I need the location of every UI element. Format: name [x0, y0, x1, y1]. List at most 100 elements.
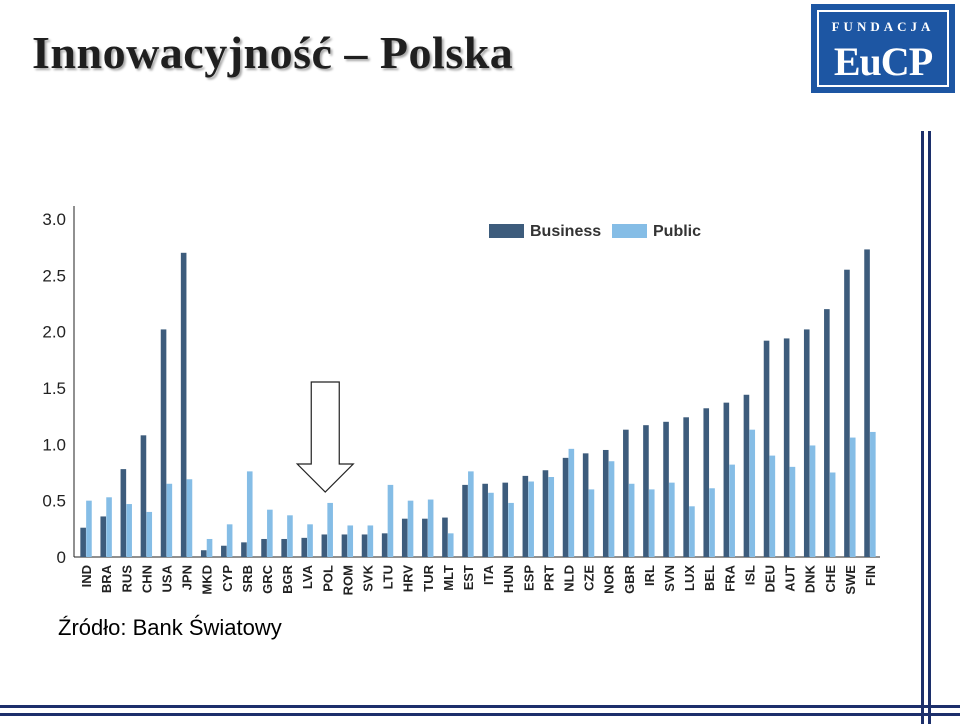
bar-business-rus	[120, 469, 127, 557]
x-tick-label: GRC	[260, 564, 275, 594]
x-tick-label: AUT	[783, 565, 798, 592]
x-tick-labels: IND BRA RUS CHN USA JPN MKD CYP SRB GRC BGR LVA POL R…	[79, 564, 878, 595]
bar-public-irl	[648, 489, 655, 557]
bar-public-ltu	[387, 484, 394, 557]
bar-public-lux	[689, 506, 695, 557]
legend-swatch-public	[612, 224, 647, 238]
bar-public-mlt	[447, 533, 454, 557]
bar-business-svk	[361, 534, 368, 557]
bar-business-usa	[160, 329, 167, 557]
bar-public-gbr	[628, 483, 635, 557]
bar-public-fra	[729, 464, 735, 557]
x-tick-label: LUX	[682, 565, 697, 591]
decorative-horizontal-line	[0, 713, 960, 716]
bar-public-ita	[488, 492, 494, 557]
y-tick-labels: 0 0.5 1.0 1.5 2.0 2.5 3.0	[42, 210, 66, 567]
bar-business-ltu	[381, 533, 388, 557]
bar-business-aut	[783, 338, 790, 557]
x-tick-label: JPN	[180, 565, 195, 590]
bar-public-tur	[427, 499, 434, 557]
bar-public-hun	[508, 502, 514, 557]
bar-business-lva	[301, 537, 308, 557]
source-note: Źródło: Bank Światowy	[58, 615, 282, 640]
bar-public-rus	[126, 504, 132, 557]
x-tick-label: POL	[320, 565, 335, 592]
x-tick-label: SWE	[843, 565, 858, 595]
bar-business-esp	[522, 475, 529, 557]
bar-public-usa	[166, 483, 173, 557]
x-tick-label: NLD	[561, 565, 576, 592]
x-tick-label: CYP	[220, 565, 235, 592]
bar-public-mkd	[206, 538, 213, 557]
x-tick-label: LVA	[300, 564, 315, 589]
bar-business-est	[462, 484, 468, 557]
bar-public-che	[829, 472, 836, 557]
bar-business-pol	[321, 534, 328, 557]
down-arrow-icon	[295, 381, 355, 493]
bar-public-jpn	[186, 479, 193, 557]
bar-public-dnk	[809, 445, 816, 557]
bar-business-bra	[100, 516, 107, 557]
bar-public-cze	[588, 489, 595, 557]
bar-business-rom	[341, 534, 348, 557]
bar-business-fra	[723, 402, 730, 557]
bar-business-che	[824, 309, 830, 557]
bar-business-cyp	[221, 545, 227, 557]
x-tick-label: HRV	[401, 565, 416, 593]
x-tick-label: DNK	[803, 564, 818, 593]
legend-label-business: Business	[530, 223, 601, 240]
bar-public-isl	[749, 429, 756, 557]
x-tick-label: ROM	[340, 565, 355, 595]
logo-top-text: FUNDACJA	[831, 19, 935, 34]
bar-public-swe	[849, 437, 856, 557]
bar-public-grc	[267, 509, 273, 557]
decorative-vertical-line	[921, 131, 924, 724]
x-tick-label: BRA	[99, 564, 114, 593]
x-tick-label: MLT	[441, 565, 456, 591]
bar-business-mkd	[200, 550, 207, 557]
slide-title: Innowacyjność – Polska	[32, 27, 514, 78]
bar-business-grc	[261, 538, 267, 557]
bar-public-esp	[528, 481, 534, 557]
y-tick-label: 2.0	[42, 323, 66, 342]
bar-public-prt	[548, 477, 555, 557]
bar-business-lux	[683, 417, 689, 557]
bar-business-irl	[643, 425, 649, 557]
x-tick-label: GBR	[622, 564, 637, 594]
bar-public-est	[468, 471, 474, 557]
y-tick-label: 0.5	[42, 492, 66, 511]
x-tick-label: ESP	[521, 565, 536, 591]
x-tick-label: RUS	[119, 565, 134, 593]
bar-public-pol	[327, 502, 333, 557]
bar-business-prt	[542, 470, 549, 557]
logo-frame: FUNDACJA EuCP	[817, 10, 949, 87]
bar-business-ita	[482, 483, 488, 557]
bar-business-dnk	[803, 329, 810, 557]
x-tick-label: DEU	[762, 565, 777, 592]
x-tick-label: IND	[79, 565, 94, 587]
x-tick-label: ITA	[481, 564, 496, 585]
x-tick-label: PRT	[541, 565, 556, 591]
x-tick-label: ISL	[742, 565, 757, 585]
bar-public-svn	[669, 482, 675, 557]
bar-business-gbr	[623, 429, 629, 557]
x-tick-label: LTU	[381, 565, 396, 589]
legend-swatch-business	[489, 224, 524, 238]
bar-business-hrv	[401, 518, 408, 557]
x-tick-label: NOR	[602, 564, 617, 594]
chart-bars	[80, 249, 876, 558]
y-tick-label: 1.0	[42, 435, 66, 454]
x-tick-label: SVN	[662, 565, 677, 592]
bar-public-ind	[86, 500, 92, 557]
bar-business-cze	[582, 453, 589, 557]
bar-business-tur	[422, 518, 428, 557]
decorative-vertical-line	[928, 131, 931, 724]
chart-annotation	[295, 381, 355, 493]
bar-business-srb	[241, 542, 247, 557]
x-tick-label: HUN	[501, 565, 516, 593]
bar-public-rom	[347, 525, 354, 557]
bar-business-bel	[703, 408, 710, 557]
x-tick-label: CHE	[823, 565, 838, 593]
bar-business-swe	[844, 269, 850, 557]
